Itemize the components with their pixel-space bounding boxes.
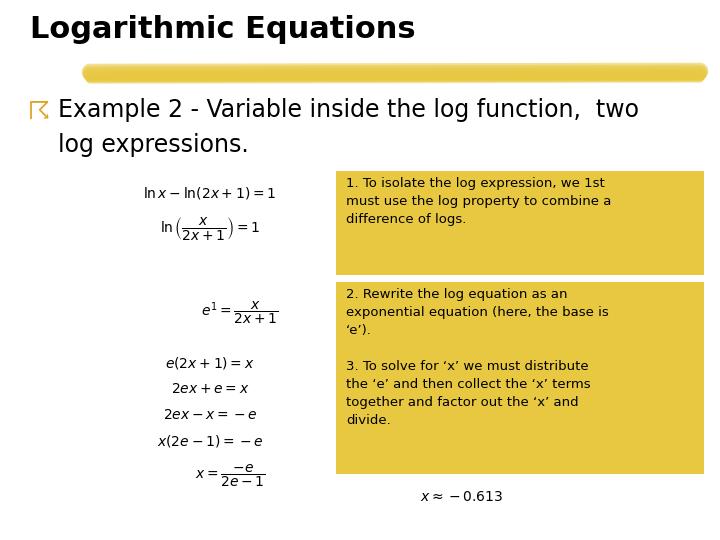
- Text: log expressions.: log expressions.: [58, 133, 248, 157]
- Text: $e(2x+1) = x$: $e(2x+1) = x$: [165, 355, 255, 371]
- Text: $x \approx -0.613$: $x \approx -0.613$: [420, 490, 503, 504]
- Text: $\ln\left(\dfrac{x}{2x+1}\right) = 1$: $\ln\left(\dfrac{x}{2x+1}\right) = 1$: [160, 215, 260, 242]
- Text: $2ex + e = x$: $2ex + e = x$: [171, 382, 249, 396]
- Text: Logarithmic Equations: Logarithmic Equations: [30, 15, 415, 44]
- Text: 2. Rewrite the log equation as an
exponential equation (here, the base is
‘e’).
: 2. Rewrite the log equation as an expone…: [346, 288, 608, 427]
- Text: $e^{1} = \dfrac{x}{2x+1}$: $e^{1} = \dfrac{x}{2x+1}$: [201, 300, 279, 326]
- Text: $x = \dfrac{-e}{2e-1}$: $x = \dfrac{-e}{2e-1}$: [194, 463, 266, 489]
- Text: $x(2e-1) = -e$: $x(2e-1) = -e$: [157, 433, 264, 449]
- Text: $\ln x - \ln(2x+1) = 1$: $\ln x - \ln(2x+1) = 1$: [143, 185, 276, 201]
- FancyBboxPatch shape: [336, 171, 704, 275]
- FancyBboxPatch shape: [336, 282, 704, 474]
- Text: ☈: ☈: [28, 100, 50, 124]
- Text: Example 2 - Variable inside the log function,  two: Example 2 - Variable inside the log func…: [58, 98, 639, 122]
- Text: $2ex - x = -e$: $2ex - x = -e$: [163, 408, 258, 422]
- Text: 1. To isolate the log expression, we 1st
must use the log property to combine a
: 1. To isolate the log expression, we 1st…: [346, 177, 611, 226]
